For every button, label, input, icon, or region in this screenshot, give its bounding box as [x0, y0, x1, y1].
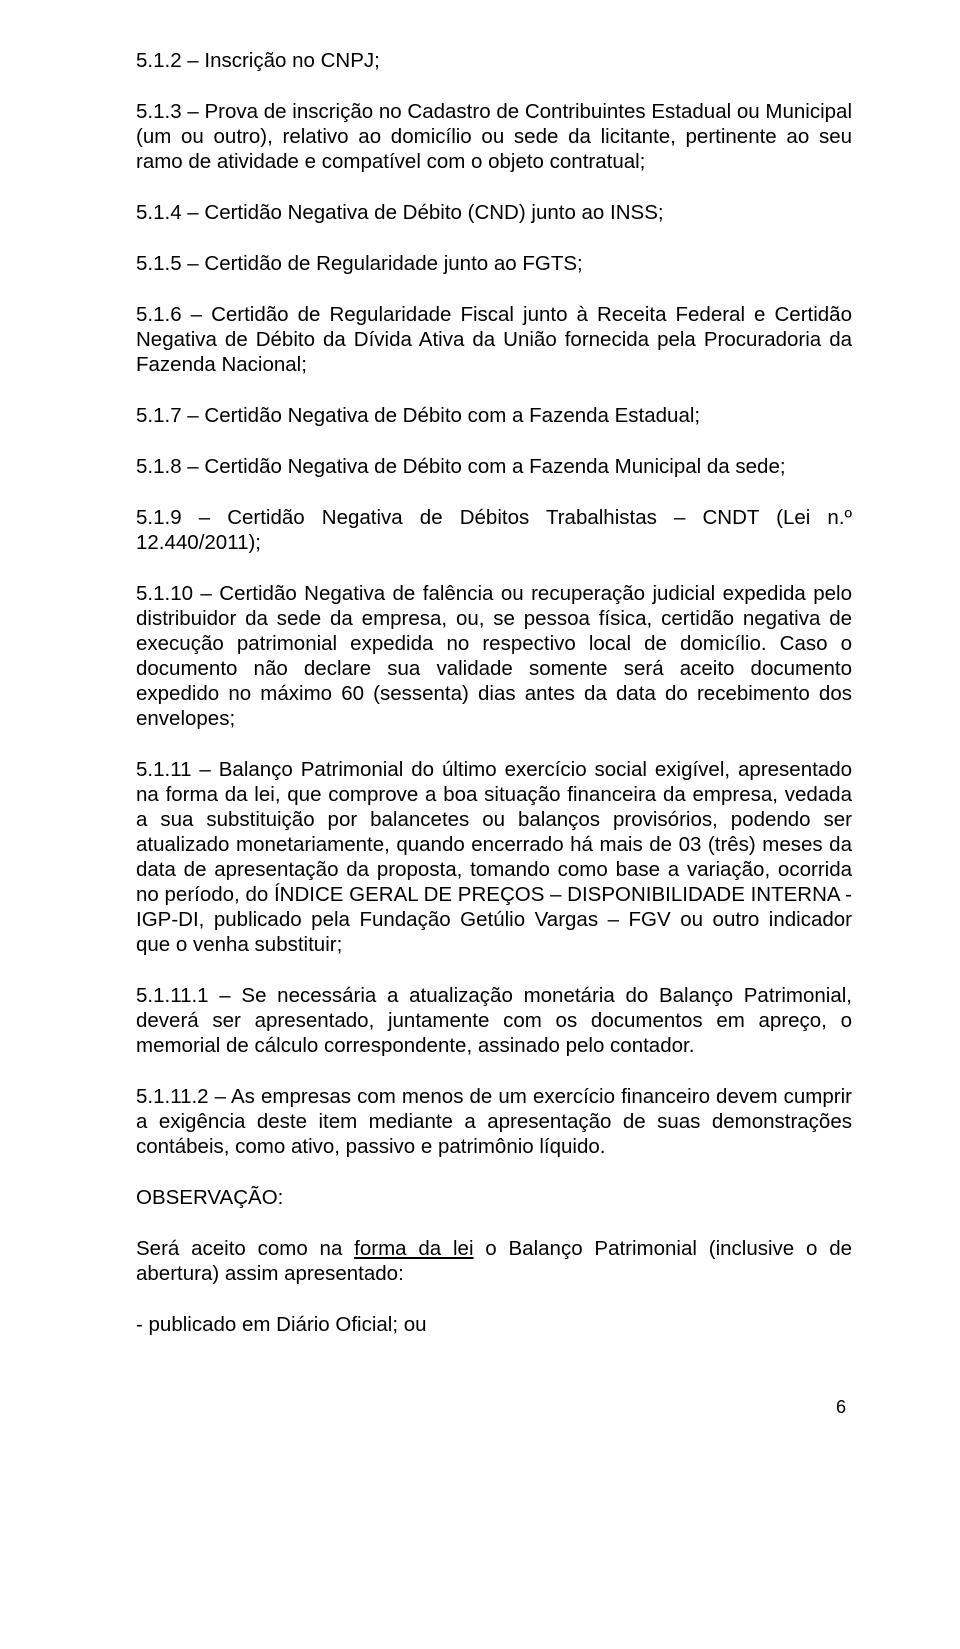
- page-number: 6: [136, 1397, 852, 1418]
- clause-5-1-8: 5.1.8 – Certidão Negativa de Débito com …: [136, 454, 852, 479]
- clause-5-1-6: 5.1.6 – Certidão de Regularidade Fiscal …: [136, 302, 852, 377]
- clause-5-1-2: 5.1.2 – Inscrição no CNPJ;: [136, 48, 852, 73]
- clause-5-1-7: 5.1.7 – Certidão Negativa de Débito com …: [136, 403, 852, 428]
- clause-5-1-9: 5.1.9 – Certidão Negativa de Débitos Tra…: [136, 505, 852, 555]
- clause-5-1-3: 5.1.3 – Prova de inscrição no Cadastro d…: [136, 99, 852, 174]
- published-line: - publicado em Diário Oficial; ou: [136, 1312, 852, 1337]
- clause-5-1-4: 5.1.4 – Certidão Negativa de Débito (CND…: [136, 200, 852, 225]
- observation-text: Será aceito como na forma da lei o Balan…: [136, 1236, 852, 1286]
- observation-text-pre: Será aceito como na: [136, 1237, 354, 1260]
- clause-5-1-11-2: 5.1.11.2 – As empresas com menos de um e…: [136, 1084, 852, 1159]
- clause-5-1-11-1: 5.1.11.1 – Se necessária a atualização m…: [136, 983, 852, 1058]
- clause-5-1-10: 5.1.10 – Certidão Negativa de falência o…: [136, 581, 852, 731]
- observation-underlined: forma da lei: [354, 1237, 473, 1260]
- clause-5-1-5: 5.1.5 – Certidão de Regularidade junto a…: [136, 251, 852, 276]
- observation-label: OBSERVAÇÃO:: [136, 1185, 852, 1210]
- clause-5-1-11: 5.1.11 – Balanço Patrimonial do último e…: [136, 757, 852, 957]
- document-page: 5.1.2 – Inscrição no CNPJ; 5.1.3 – Prova…: [0, 0, 960, 1466]
